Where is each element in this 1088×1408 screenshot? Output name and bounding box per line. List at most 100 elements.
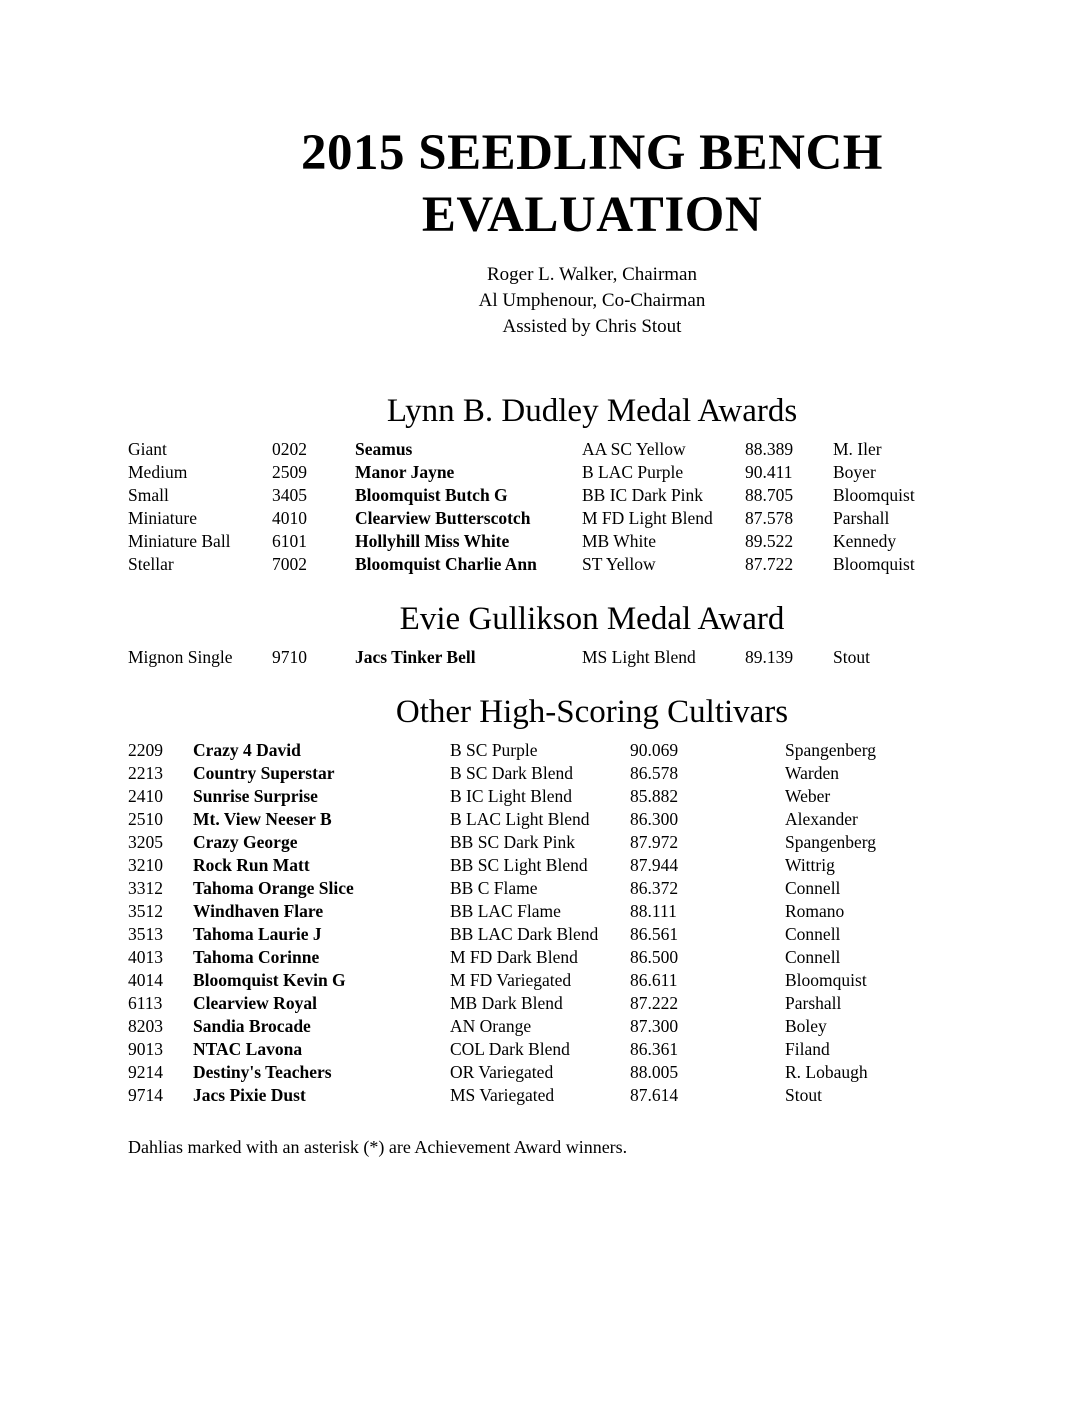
- type-cell: AA SC Yellow: [582, 439, 686, 459]
- cultivar-name-cell: Seamus: [355, 439, 413, 459]
- cultivar-name-cell: Clearview Butterscotch: [355, 508, 531, 528]
- originator-cell: Spangenberg: [785, 832, 877, 852]
- originator-cell: Alexander: [785, 809, 858, 829]
- originator-cell: R. Lobaugh: [785, 1062, 868, 1082]
- originator-cell: Bloomquist: [833, 485, 915, 505]
- cultivar-name-cell: Tahoma Orange Slice: [193, 878, 354, 898]
- type-cell: BB C Flame: [450, 878, 538, 898]
- table-row: Small 3405 Bloomquist Butch G BB IC Dark…: [128, 484, 1056, 507]
- type-cell: M FD Variegated: [450, 970, 572, 990]
- score-cell: 87.222: [630, 993, 679, 1013]
- number-cell: 9214: [128, 1062, 163, 1082]
- credit-line: Assisted by Chris Stout: [502, 316, 682, 337]
- table-row: 6113 Clearview Royal MB Dark Blend 87.22…: [128, 992, 1056, 1015]
- class-cell: Miniature: [128, 508, 198, 528]
- page-title: 2015 SEEDLING BENCH EVALUATION: [301, 125, 883, 243]
- originator-cell: Weber: [785, 786, 831, 806]
- number-cell: 4014: [128, 970, 163, 990]
- score-cell: 90.411: [745, 462, 793, 482]
- score-cell: 85.882: [630, 786, 679, 806]
- originator-cell: Parshall: [785, 993, 842, 1013]
- type-cell: B LAC Purple: [582, 462, 684, 482]
- score-cell: 86.500: [630, 947, 679, 967]
- type-cell: BB SC Light Blend: [450, 855, 588, 875]
- table-row: Giant 0202 Seamus AA SC Yellow 88.389 M.…: [128, 438, 1056, 461]
- cultivar-name-cell: Tahoma Corinne: [193, 947, 320, 967]
- class-cell: Giant: [128, 439, 167, 459]
- score-cell: 88.705: [745, 485, 794, 505]
- cultivar-name-cell: Rock Run Matt: [193, 855, 310, 875]
- number-cell: 3512: [128, 901, 163, 921]
- originator-cell: Stout: [785, 1085, 822, 1105]
- originator-cell: Connell: [785, 878, 841, 898]
- table-row: 2209 Crazy 4 David B SC Purple 90.069 Sp…: [128, 739, 1056, 762]
- section-gullikson-medal-award: Evie Gullikson Medal Award Mignon Single…: [128, 600, 1056, 669]
- score-cell: 87.578: [745, 508, 794, 528]
- number-cell: 2410: [128, 786, 163, 806]
- number-cell: 3513: [128, 924, 163, 944]
- cultivar-name-cell: Bloomquist Butch G: [355, 485, 508, 505]
- type-cell: AN Orange: [450, 1016, 532, 1036]
- type-cell: BB LAC Dark Blend: [450, 924, 599, 944]
- score-cell: 88.005: [630, 1062, 679, 1082]
- score-cell: 87.614: [630, 1085, 679, 1105]
- cultivar-name-cell: Jacs Pixie Dust: [193, 1085, 306, 1105]
- number-cell: 9710: [272, 647, 307, 667]
- number-cell: 4013: [128, 947, 163, 967]
- originator-cell: Boyer: [833, 462, 876, 482]
- originator-cell: Bloomquist: [833, 554, 915, 574]
- type-cell: COL Dark Blend: [450, 1039, 570, 1059]
- class-cell: Stellar: [128, 554, 174, 574]
- section-other-high-scoring: Other High-Scoring Cultivars 2209 Crazy …: [128, 693, 1056, 1107]
- number-cell: 3312: [128, 878, 163, 898]
- other-cultivars-table: 2209 Crazy 4 David B SC Purple 90.069 Sp…: [128, 739, 1056, 1107]
- score-cell: 86.361: [630, 1039, 679, 1059]
- number-cell: 3210: [128, 855, 163, 875]
- section-dudley-medal-awards: Lynn B. Dudley Medal Awards Giant 0202 S…: [128, 392, 1056, 576]
- originator-cell: Connell: [785, 924, 841, 944]
- number-cell: 2509: [272, 462, 307, 482]
- number-cell: 9714: [128, 1085, 163, 1105]
- score-cell: 86.561: [630, 924, 679, 944]
- asterisk-footnote: Dahlias marked with an asterisk (*) are …: [128, 1137, 628, 1157]
- cultivar-name-cell: Windhaven Flare: [193, 901, 324, 921]
- table-row: 4013 Tahoma Corinne M FD Dark Blend 86.5…: [128, 946, 1056, 969]
- dudley-awards-table: Giant 0202 Seamus AA SC Yellow 88.389 M.…: [128, 438, 1056, 576]
- cultivar-name-cell: Crazy 4 David: [193, 740, 301, 760]
- number-cell: 6113: [128, 993, 163, 1013]
- section-heading: Other High-Scoring Cultivars: [395, 694, 789, 730]
- class-cell: Miniature Ball: [128, 531, 231, 551]
- score-cell: 89.522: [745, 531, 794, 551]
- number-cell: 4010: [272, 508, 307, 528]
- type-cell: B LAC Light Blend: [450, 809, 590, 829]
- table-row: Medium 2509 Manor Jayne B LAC Purple 90.…: [128, 461, 1056, 484]
- number-cell: 3205: [128, 832, 163, 852]
- cultivar-name-cell: Mt. View Neeser B: [193, 809, 332, 829]
- originator-cell: Connell: [785, 947, 841, 967]
- cultivar-name-cell: Tahoma Laurie J: [193, 924, 322, 944]
- score-cell: 87.972: [630, 832, 679, 852]
- document-content: 2015 SEEDLING BENCH EVALUATION Roger L. …: [128, 0, 1056, 1176]
- credit-line: Al Umphenour, Co-Chairman: [478, 290, 706, 311]
- type-cell: B IC Light Blend: [450, 786, 573, 806]
- type-cell: OR Variegated: [450, 1062, 554, 1082]
- cultivar-name-cell: Bloomquist Kevin G: [193, 970, 346, 990]
- table-row: Miniature Ball 6101 Hollyhill Miss White…: [128, 530, 1056, 553]
- cultivar-name-cell: Jacs Tinker Bell: [355, 647, 476, 667]
- gullikson-award-table: Mignon Single 9710 Jacs Tinker Bell MS L…: [128, 646, 1056, 669]
- table-row: 3312 Tahoma Orange Slice BB C Flame 86.3…: [128, 877, 1056, 900]
- table-row: 2510 Mt. View Neeser B B LAC Light Blend…: [128, 808, 1056, 831]
- originator-cell: Boley: [785, 1016, 827, 1036]
- type-cell: B SC Purple: [450, 740, 538, 760]
- score-cell: 90.069: [630, 740, 679, 760]
- originator-cell: Romano: [785, 901, 845, 921]
- type-cell: MB White: [582, 531, 657, 551]
- section-heading: Evie Gullikson Medal Award: [399, 601, 785, 637]
- originator-cell: Warden: [785, 763, 839, 783]
- score-cell: 89.139: [745, 647, 794, 667]
- number-cell: 2213: [128, 763, 163, 783]
- type-cell: MB Dark Blend: [450, 993, 563, 1013]
- table-row: 3513 Tahoma Laurie J BB LAC Dark Blend 8…: [128, 923, 1056, 946]
- originator-cell: Spangenberg: [785, 740, 877, 760]
